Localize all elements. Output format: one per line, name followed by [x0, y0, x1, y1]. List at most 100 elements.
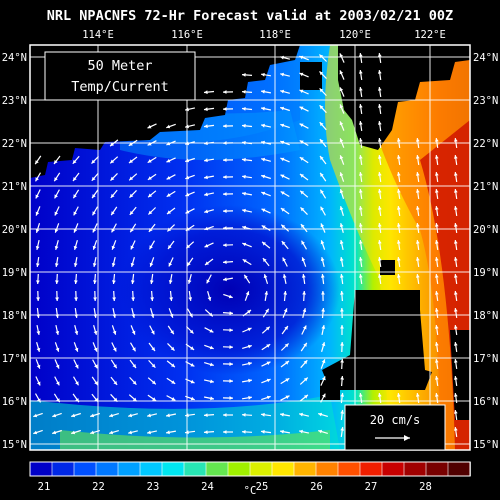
- current-arrowhead: [149, 262, 154, 267]
- current-arrowhead: [147, 176, 152, 180]
- current-arrowhead: [73, 228, 78, 233]
- current-arrowhead: [73, 245, 78, 250]
- current-arrowhead: [300, 174, 304, 178]
- current-arrowhead: [285, 378, 290, 382]
- current-arrowhead: [339, 104, 344, 109]
- current-arrowhead: [320, 156, 324, 160]
- current-arrowhead: [55, 280, 59, 284]
- lat-tick-label: 17°N: [473, 353, 498, 365]
- current-arrowhead: [54, 177, 58, 182]
- current-arrowhead: [434, 274, 439, 278]
- current-arrowhead: [242, 225, 247, 230]
- current-arrowhead: [147, 142, 152, 146]
- current-arrowhead: [166, 158, 171, 163]
- colorbar-swatch: [425, 461, 449, 477]
- current-arrowhead: [301, 257, 306, 262]
- depth-label: 50 Meter: [87, 58, 152, 74]
- current-arrowhead: [302, 325, 307, 330]
- current-arrowhead: [168, 262, 173, 267]
- lat-tick-label: 20°N: [473, 224, 498, 236]
- current-arrowhead: [152, 397, 157, 401]
- current-arrowhead: [128, 430, 132, 435]
- current-arrowhead: [339, 189, 344, 194]
- current-arrowhead: [358, 121, 363, 125]
- current-arrowhead: [55, 347, 60, 352]
- current-arrowhead: [358, 155, 363, 159]
- lon-tick-label: 118°E: [259, 29, 291, 41]
- current-arrowhead: [358, 240, 363, 244]
- current-arrowhead: [358, 104, 363, 108]
- vector-scale-label: 20 cm/s: [370, 413, 421, 427]
- colorbar-tick-label: 24: [201, 481, 214, 493]
- current-arrowhead: [301, 240, 305, 245]
- current-arrowhead: [453, 325, 458, 329]
- lon-tick-label: 120°E: [339, 29, 371, 41]
- current-arrowhead: [377, 104, 382, 108]
- current-arrowhead: [299, 72, 304, 77]
- current-arrowhead: [171, 397, 176, 401]
- current-arrowhead: [377, 189, 382, 193]
- lat-tick-label: 19°N: [473, 267, 498, 279]
- current-arrowhead: [339, 257, 344, 261]
- lon-tick-label: 116°E: [171, 29, 203, 41]
- current-arrowhead: [92, 245, 97, 250]
- current-arrowhead: [280, 191, 285, 195]
- current-arrowhead: [320, 240, 325, 245]
- current-arrowhead: [151, 363, 156, 368]
- lat-tick-label: 16°N: [473, 396, 498, 408]
- current-arrowhead: [318, 429, 323, 434]
- current-arrowhead: [150, 313, 155, 318]
- current-arrowhead: [35, 160, 39, 165]
- current-arrowhead: [209, 362, 214, 367]
- current-arrowhead: [321, 376, 326, 381]
- current-arrowhead: [247, 310, 251, 314]
- current-arrowhead: [149, 280, 154, 284]
- current-arrowhead: [321, 359, 326, 364]
- current-arrowhead: [453, 223, 458, 227]
- current-arrowhead: [339, 274, 344, 278]
- current-arrowhead: [244, 274, 248, 279]
- current-arrowhead: [185, 430, 189, 435]
- current-arrowhead: [185, 175, 190, 180]
- current-arrowhead: [242, 174, 246, 179]
- current-arrowhead: [113, 364, 117, 369]
- current-arrowhead: [340, 427, 345, 431]
- current-arrowhead: [242, 413, 246, 417]
- current-arrowhead: [71, 413, 76, 418]
- current-arrowhead: [266, 378, 271, 383]
- colorbar-swatch: [271, 461, 295, 477]
- current-arrowhead: [280, 106, 285, 111]
- lat-tick-label: 22°N: [473, 138, 498, 150]
- current-arrowhead: [128, 413, 133, 418]
- current-arrowhead: [35, 211, 40, 216]
- current-arrowhead: [453, 189, 458, 193]
- current-arrowhead: [303, 360, 308, 365]
- colorbar-swatch: [29, 461, 53, 477]
- current-arrowhead: [109, 430, 114, 435]
- current-arrowhead: [55, 297, 59, 301]
- current-arrowhead: [320, 257, 325, 261]
- current-arrowhead: [112, 297, 116, 301]
- colorbar-swatch: [403, 461, 427, 477]
- current-arrowhead: [111, 263, 116, 267]
- current-arrowhead: [358, 257, 363, 261]
- current-arrowhead: [283, 291, 288, 295]
- current-arrowhead: [73, 194, 77, 199]
- current-arrowhead: [320, 274, 325, 278]
- lat-tick-label: 18°N: [473, 310, 498, 322]
- current-arrowhead: [204, 90, 208, 95]
- field-label-box: 50 Meter Temp/Current: [44, 51, 196, 101]
- current-arrowhead: [94, 398, 99, 402]
- current-arrowhead: [415, 172, 420, 176]
- current-arrowhead: [415, 257, 420, 261]
- current-arrowhead: [281, 224, 286, 229]
- current-arrowhead: [266, 344, 271, 348]
- colorbar-swatch: [337, 461, 361, 477]
- current-arrowhead: [223, 430, 227, 434]
- current-arrowhead: [167, 210, 171, 214]
- current-arrowhead: [94, 364, 98, 369]
- current-arrowhead: [132, 397, 137, 402]
- current-arrowhead: [204, 124, 208, 129]
- current-arrowhead: [261, 208, 266, 213]
